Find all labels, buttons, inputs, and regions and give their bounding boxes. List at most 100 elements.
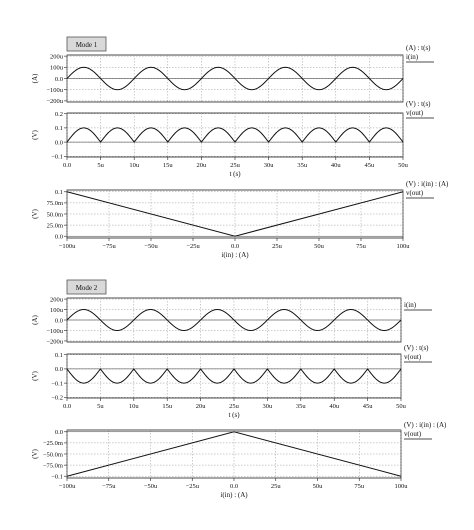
y-tick-label: 100u (50, 307, 64, 314)
x-tick-label: −100u (59, 483, 76, 490)
x-tick-label: 30u (264, 162, 275, 169)
x-tick-label: 75u (354, 483, 365, 490)
y-tick-label: −0.1 (51, 380, 63, 387)
x-tick-label: 45u (363, 403, 374, 410)
x-tick-label: 5u (97, 403, 104, 410)
x-tick-label: 0.0 (63, 403, 71, 410)
y-axis-label: (V) (31, 448, 39, 458)
x-axis-label: i(in) : (A) (220, 491, 248, 499)
legend-series-label: v(out) (406, 109, 424, 117)
x-tick-label: 35u (296, 403, 307, 410)
y-axis-label: (V) (31, 370, 39, 380)
x-tick-label: −100u (59, 243, 76, 250)
x-tick-label: 40u (329, 403, 340, 410)
y-tick-label: 100u (50, 65, 64, 72)
x-tick-label: 20u (197, 162, 208, 169)
x-tick-label: 0.0 (231, 243, 239, 250)
y-tick-label: −200u (46, 98, 63, 105)
y-tick-label: −25.0m (43, 440, 63, 447)
legend-title: (V) : t(s) (404, 344, 429, 352)
x-tick-label: −25u (186, 243, 200, 250)
x-tick-label: −50u (144, 243, 158, 250)
legend-series-label: v(out) (404, 430, 422, 438)
legend-title: (V) : i(in) : (A) (406, 180, 449, 188)
y-tick-label: 0.0 (55, 429, 63, 436)
y-tick-label: 0.1 (55, 189, 63, 196)
legend-title: (V) : i(in) : (A) (404, 421, 447, 429)
series-line-v(out) (66, 431, 402, 477)
x-tick-label: 50u (398, 162, 409, 169)
y-tick-label: 0.0 (55, 76, 63, 83)
x-tick-label: 0.0 (230, 483, 238, 490)
y-axis-label: (A) (31, 314, 39, 324)
x-tick-label: 45u (365, 162, 376, 169)
y-tick-label: 50.0m (47, 211, 63, 218)
series-line-v(out) (66, 191, 404, 237)
y-tick-label: −0.1 (51, 154, 63, 161)
x-tick-label: −75u (102, 483, 116, 490)
x-tick-label: −50u (144, 483, 158, 490)
y-tick-label: −0.2 (51, 395, 63, 402)
figure-2: Mode 2200u100u0.0−100u−200u(A)i(in)0.10.… (31, 279, 447, 499)
y-tick-label: 200u (50, 53, 64, 60)
x-tick-label: 75u (356, 243, 367, 250)
plot-1-3: 0.1 75.0m 50.0m 25.0m 0.0 (V) −100u −75u −50u −25… (31, 180, 449, 259)
x-tick-label: 0.0 (63, 162, 71, 169)
legend-series-label: v(out) (406, 189, 424, 197)
legend-title: (V) : t(s) (406, 100, 431, 108)
series-line-i(in) (66, 66, 404, 91)
figure-1: Mode 1 200u 100u 0.0 −100u −200u (A) (A) : t(s)… (31, 36, 449, 259)
y-tick-label: −75.0m (43, 462, 63, 469)
plot-1-2: 0.20.10.0−0.1(V)0.0 5u 10u 15u 20u 25u 30u 35u 4… (31, 100, 434, 178)
x-tick-label: 30u (263, 403, 274, 410)
y-tick-label: 0.1 (55, 352, 63, 359)
mode-label-box (66, 36, 107, 52)
x-axis-label: i(in) : (A) (221, 251, 249, 259)
y-tick-label: −200u (46, 338, 63, 345)
plot-2-1: 200u 100u 0.0 −100u −200u (A) i(in) (31, 296, 432, 345)
x-tick-label: 50u (396, 403, 407, 410)
mode-label-box (66, 279, 107, 295)
x-tick-label: 10u (129, 403, 140, 410)
plot-2-3: 0.0 −25.0m −50.0m −75.0m −0.1 (V) −100u −75u −50… (31, 421, 447, 499)
series-line-v(out) (66, 368, 402, 384)
x-tick-label: 35u (297, 162, 308, 169)
y-tick-label: 25.0m (47, 222, 63, 229)
x-tick-label: −75u (102, 243, 116, 250)
x-tick-label: −25u (186, 483, 200, 490)
y-tick-label: 75.0m (47, 200, 63, 207)
x-tick-label: 25u (230, 162, 241, 169)
legend-series-label: i(in) (404, 301, 417, 309)
y-tick-label: 0.0 (55, 234, 63, 241)
x-tick-label: 15u (163, 162, 174, 169)
y-tick-label: 0.0 (55, 317, 63, 324)
x-tick-label: 5u (97, 162, 104, 169)
x-tick-label: 100u (397, 243, 411, 250)
y-tick-label: −50.0m (43, 451, 63, 458)
legend-series-label: v(out) (404, 353, 422, 361)
x-tick-label: 25u (229, 403, 240, 410)
x-tick-label: 25u (272, 243, 283, 250)
plot-1-1: 200u 100u 0.0 −100u −200u (A) (A) : t(s)i(in) (31, 44, 434, 105)
y-tick-label: −100u (46, 328, 63, 335)
x-tick-label: 25u (271, 483, 282, 490)
x-tick-label: 15u (162, 403, 173, 410)
x-tick-label: 50u (314, 243, 325, 250)
series-line-i(in) (66, 309, 402, 331)
series-line-v(out) (66, 127, 404, 143)
x-tick-label: 50u (313, 483, 324, 490)
x-axis-label: t (s) (229, 170, 241, 178)
x-tick-label: 20u (196, 403, 207, 410)
y-tick-label: −100u (46, 87, 63, 94)
legend-series-label: i(in) (406, 53, 419, 61)
legend-title: (A) : t(s) (406, 44, 431, 52)
mode-label: Mode 2 (76, 284, 98, 292)
x-tick-label: 100u (395, 483, 409, 490)
y-tick-label: 0.1 (55, 125, 63, 132)
mode-label: Mode 1 (76, 41, 98, 49)
x-tick-label: 10u (129, 162, 140, 169)
y-tick-label: 0.2 (55, 111, 63, 118)
plot-2-2: 0.1 0.0 −0.1 −0.2 (V) 0.0 5u 10u 15u 20u 25u 30u 35u… (31, 344, 432, 419)
y-axis-label: (V) (31, 129, 39, 139)
